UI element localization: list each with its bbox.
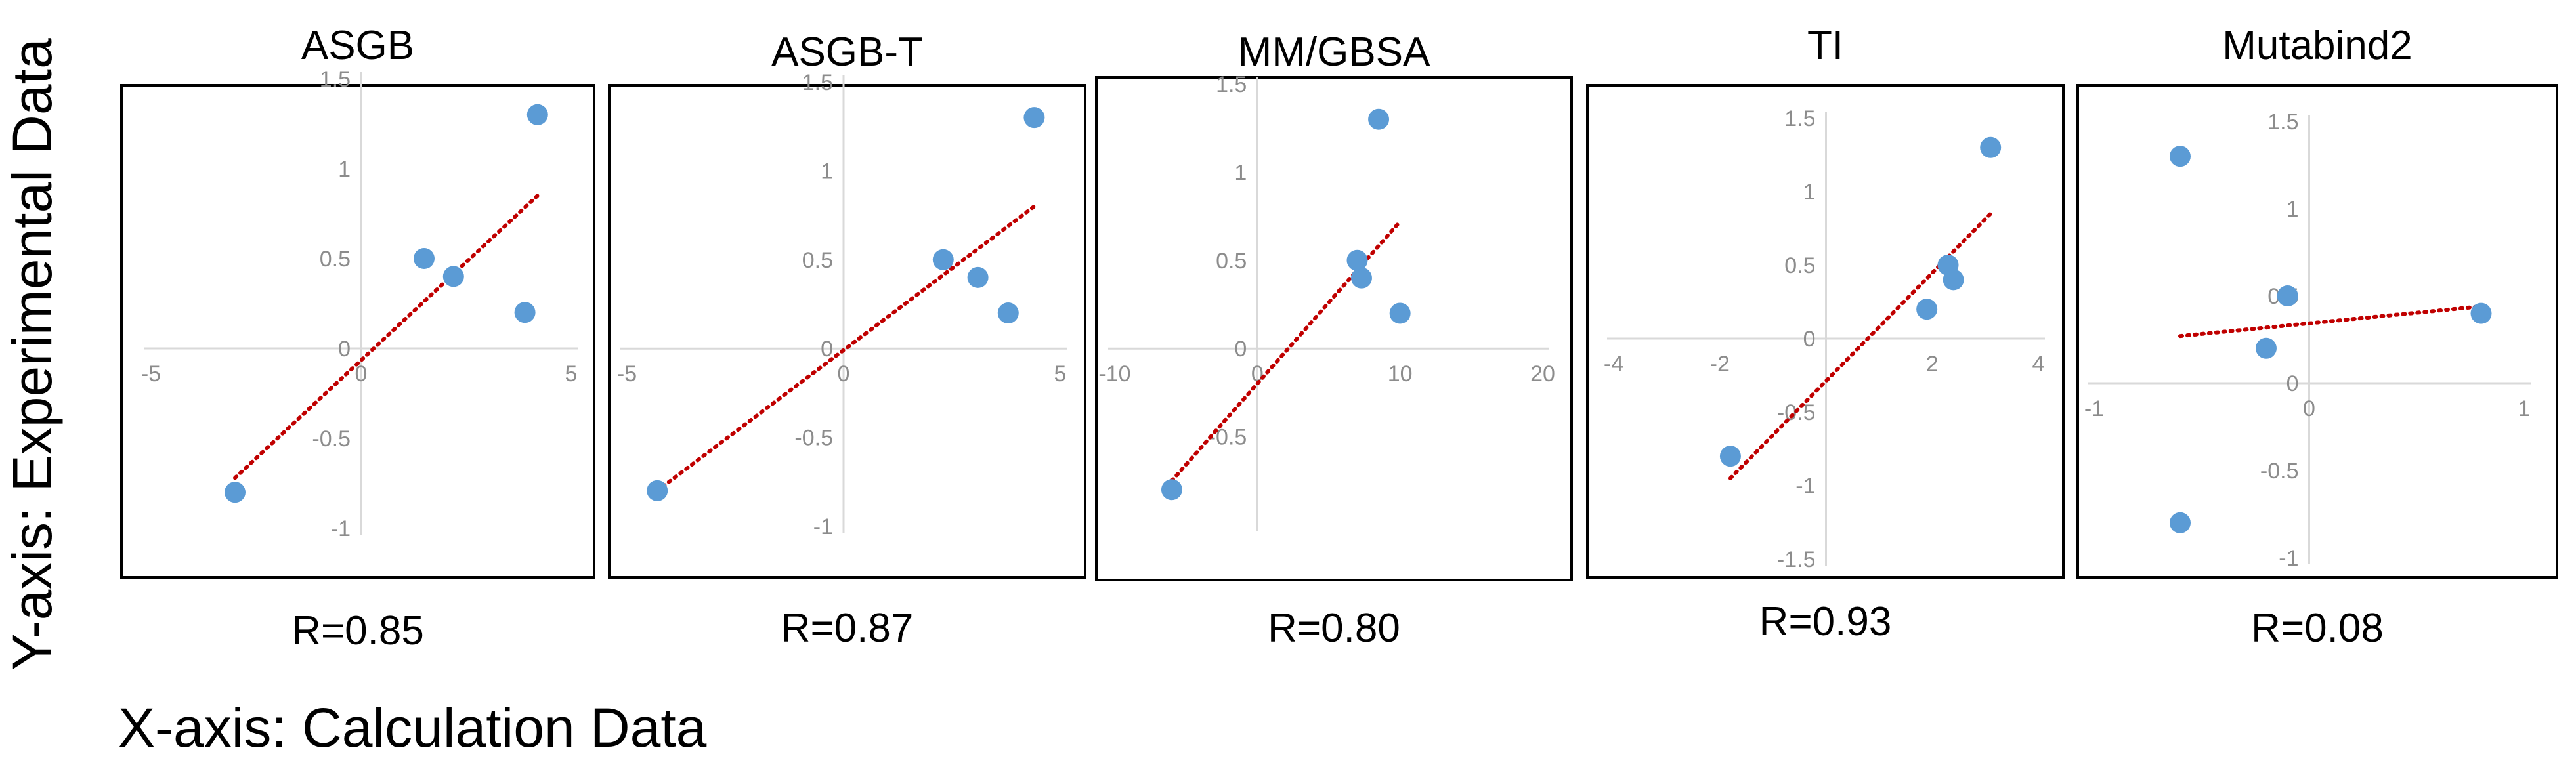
y-tick-label: 1 bbox=[1234, 160, 1247, 185]
data-point bbox=[225, 482, 246, 503]
y-tick-label: -1 bbox=[2279, 546, 2298, 571]
x-tick-label: 0 bbox=[2303, 396, 2315, 421]
y-axis-label: Y-axis: Experimental Data bbox=[1, 38, 63, 671]
chart-frame bbox=[2076, 84, 2558, 579]
x-tick-label: -5 bbox=[617, 362, 637, 386]
y-tick-label: 0.5 bbox=[1216, 249, 1247, 274]
data-point bbox=[526, 104, 548, 125]
y-tick-label: 0 bbox=[2286, 371, 2299, 396]
x-tick-label: 10 bbox=[1388, 362, 1413, 386]
data-point bbox=[2170, 512, 2191, 533]
y-tick-label: -0.5 bbox=[1209, 425, 1247, 450]
data-point bbox=[1980, 136, 2002, 158]
data-point bbox=[967, 266, 989, 288]
y-tick-label: -0.5 bbox=[312, 427, 351, 451]
y-tick-label: 1 bbox=[821, 159, 833, 184]
y-tick-label: -0.5 bbox=[2260, 459, 2299, 484]
data-point bbox=[647, 480, 668, 501]
y-tick-label: 0 bbox=[338, 337, 351, 362]
y-tick-label: 1.5 bbox=[802, 70, 833, 95]
r-value-label: R=0.08 bbox=[2251, 606, 2384, 651]
x-tick-label: 0 bbox=[838, 362, 850, 386]
r-value-label: R=0.85 bbox=[291, 608, 424, 654]
y-tick-label: -0.5 bbox=[794, 426, 833, 451]
trendline bbox=[233, 194, 540, 480]
data-point bbox=[932, 249, 954, 270]
y-tick-label: -1 bbox=[813, 514, 833, 539]
y-tick-label: 0.5 bbox=[1784, 253, 1815, 278]
y-tick-label: 1.5 bbox=[2267, 110, 2298, 135]
data-point bbox=[414, 248, 435, 269]
x-tick-label: -4 bbox=[1604, 352, 1623, 377]
y-tick-label: 0.5 bbox=[802, 248, 833, 273]
y-tick-label: 0.5 bbox=[320, 247, 351, 272]
y-tick-label: 1.5 bbox=[1784, 106, 1815, 131]
chart-panel: -10 0 10 20 -0.5 0 0.5 1 1.5MM/GBSA R=0.80 bbox=[1095, 30, 1573, 651]
y-tick-label: 1 bbox=[1803, 180, 1816, 205]
x-tick-label: 0 bbox=[1251, 362, 1264, 386]
y-tick-label: 1.5 bbox=[1216, 72, 1247, 97]
y-tick-label: -1.5 bbox=[1777, 547, 1816, 572]
x-tick-label: -5 bbox=[141, 362, 161, 386]
data-point bbox=[2170, 146, 2191, 167]
y-tick-label: 1 bbox=[2286, 197, 2299, 222]
x-tick-label: 5 bbox=[565, 362, 578, 386]
x-tick-label: -1 bbox=[2084, 396, 2104, 421]
x-tick-label: 2 bbox=[1926, 352, 1939, 377]
chart-frame bbox=[120, 84, 595, 579]
x-tick-label: 0 bbox=[355, 362, 368, 386]
r-value-label: R=0.93 bbox=[1759, 599, 1892, 644]
data-point bbox=[997, 302, 1019, 324]
y-tick-label: 0 bbox=[1803, 327, 1816, 352]
trendline bbox=[655, 204, 1037, 493]
x-axis-label: X-axis: Calculation Data bbox=[118, 697, 707, 759]
chart-frame bbox=[1095, 76, 1573, 581]
y-tick-label: 0 bbox=[821, 337, 833, 362]
chart-title: MM/GBSA bbox=[1238, 30, 1430, 75]
data-point bbox=[1350, 267, 1372, 289]
chart-title: ASGB bbox=[301, 23, 414, 68]
chart-title: ASGB-T bbox=[771, 30, 923, 75]
x-tick-label: 5 bbox=[1054, 362, 1067, 386]
data-point bbox=[442, 266, 464, 287]
data-point bbox=[1943, 269, 1964, 291]
data-point bbox=[1346, 249, 1368, 271]
chart-title: Mutabind2 bbox=[2222, 23, 2413, 68]
x-tick-label: 4 bbox=[2032, 352, 2045, 377]
r-value-label: R=0.80 bbox=[1268, 606, 1400, 651]
data-point bbox=[2256, 337, 2277, 359]
y-tick-label: -1 bbox=[331, 516, 351, 541]
trendline bbox=[2178, 304, 2483, 339]
x-tick-label: 20 bbox=[1530, 362, 1555, 386]
data-point bbox=[1389, 302, 1411, 324]
y-tick-label: -1 bbox=[1795, 474, 1815, 499]
x-tick-label: -10 bbox=[1098, 362, 1130, 386]
data-point bbox=[1368, 108, 1390, 130]
x-tick-label: 1 bbox=[2518, 396, 2531, 421]
chart-title: TI bbox=[1807, 23, 1843, 68]
data-point bbox=[1719, 446, 1741, 467]
data-point bbox=[2470, 302, 2492, 324]
x-tick-label: -2 bbox=[1710, 352, 1730, 377]
data-point bbox=[514, 302, 536, 323]
data-point bbox=[1916, 299, 1938, 320]
data-point bbox=[1023, 107, 1045, 129]
r-value-label: R=0.87 bbox=[781, 606, 914, 651]
data-point bbox=[2277, 285, 2298, 306]
chart-frame bbox=[608, 84, 1086, 579]
y-tick-label: 1 bbox=[338, 157, 351, 182]
y-tick-label: 1.5 bbox=[320, 67, 351, 92]
y-tick-label: 0 bbox=[1234, 337, 1247, 362]
data-point bbox=[1161, 479, 1182, 501]
